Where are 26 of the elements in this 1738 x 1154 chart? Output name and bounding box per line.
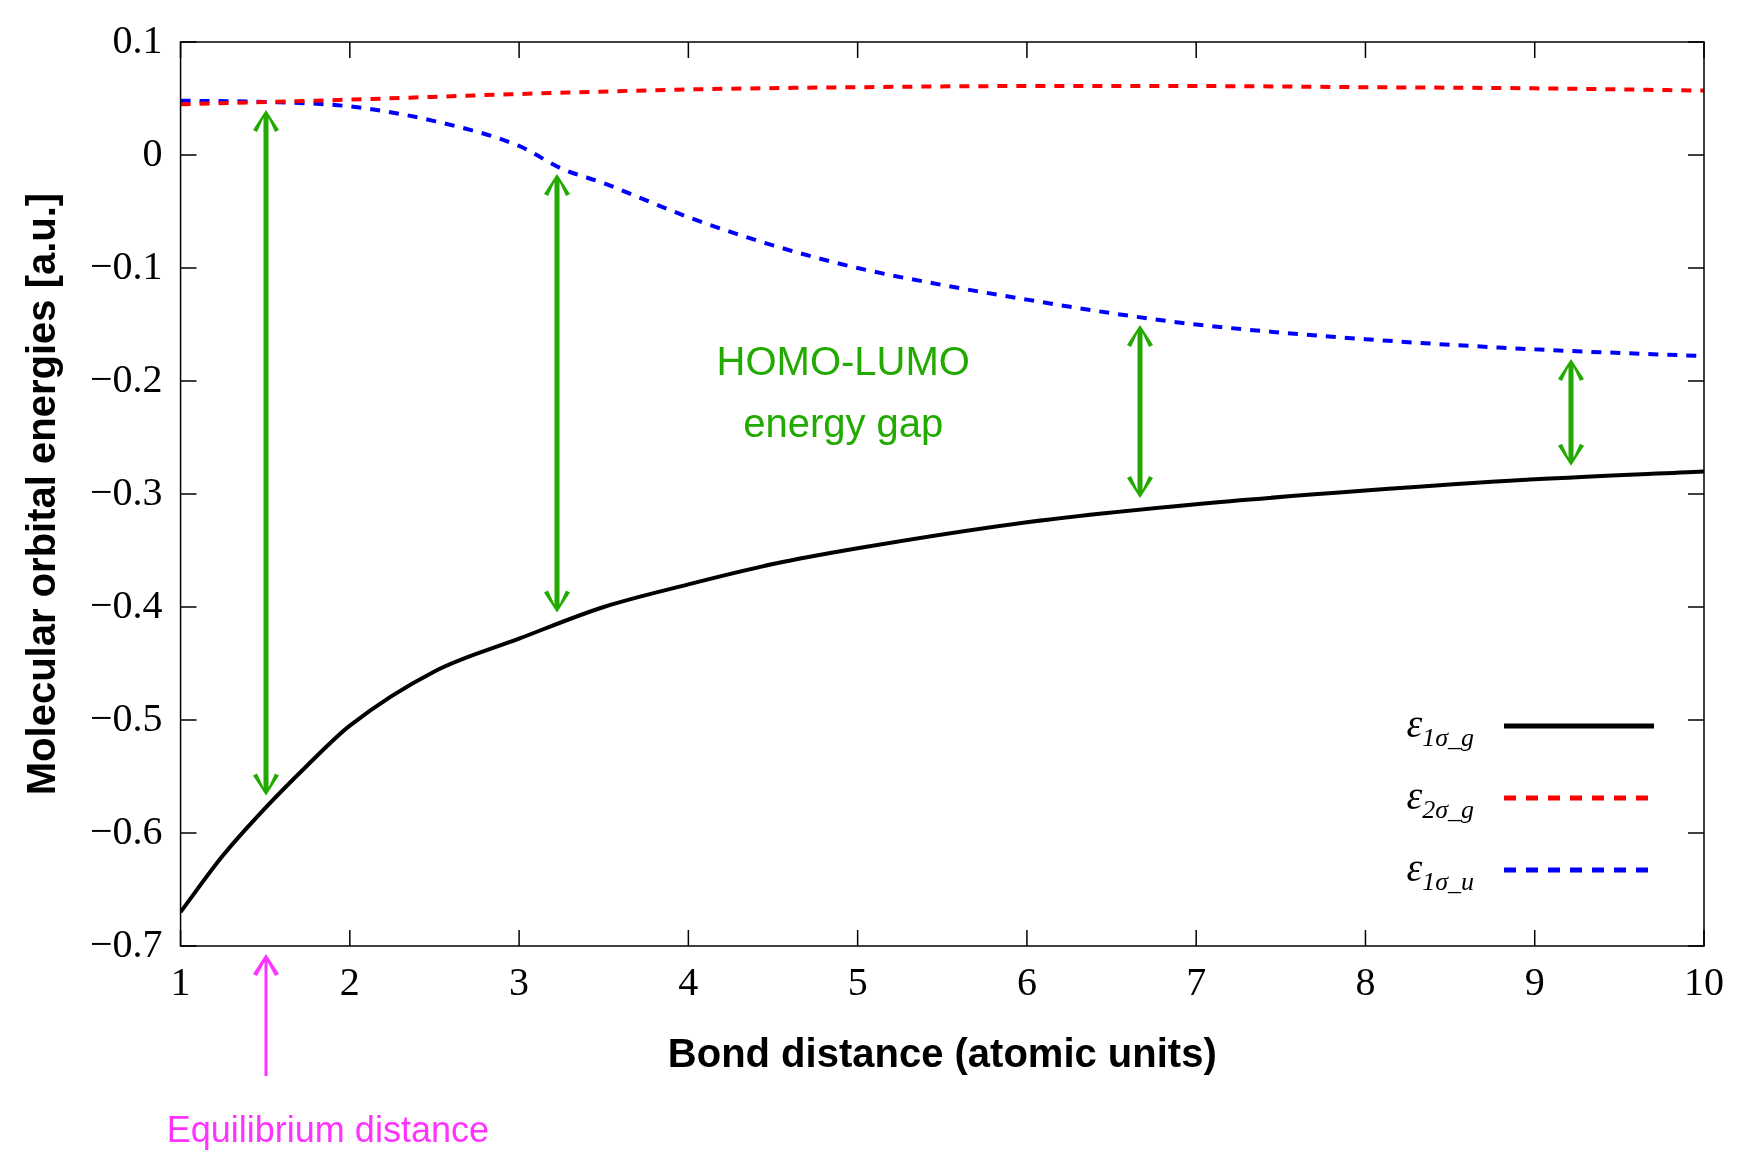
text: Equilibrium distance xyxy=(166,1109,489,1150)
x-tick-label: 8 xyxy=(1355,958,1376,1004)
x-axis-title: Bond distance (atomic units) xyxy=(667,1031,1217,1076)
y-tick-label: −0.5 xyxy=(90,694,163,740)
x-tick-label: 5 xyxy=(847,958,868,1004)
y-tick-label: −0.2 xyxy=(90,355,163,401)
annotation: HOMO-LUMO energy gap xyxy=(716,338,970,445)
y-tick-label: −0.3 xyxy=(90,468,163,514)
y-tick-label: 0.1 xyxy=(112,16,163,62)
legend-label: ε$_{1σ_g}$ xyxy=(1406,699,1474,753)
x-tick-label: 1 xyxy=(170,958,191,1004)
x-tick-label: 2 xyxy=(339,958,360,1004)
x-tick-label: 10 xyxy=(1684,958,1724,1004)
y-tick-label: −0.7 xyxy=(90,920,163,966)
x-tick-label: 7 xyxy=(1186,958,1207,1004)
legend-label: ε$_{1σ_u}$ xyxy=(1406,843,1474,897)
x-tick-label: 9 xyxy=(1524,958,1545,1004)
y-axis-title: Molecular orbital energies [a.u.] xyxy=(19,192,64,796)
x-tick-label: 6 xyxy=(1016,958,1037,1004)
y-tick-label: −0.6 xyxy=(90,807,163,853)
legend-label: ε$_{2σ_g}$ xyxy=(1406,771,1474,825)
x-tick-label: 3 xyxy=(509,958,530,1004)
y-tick-label: −0.4 xyxy=(90,581,163,627)
x-tick-label: 4 xyxy=(678,958,699,1004)
y-tick-label: 0 xyxy=(142,129,163,175)
y-tick-label: −0.1 xyxy=(90,242,163,288)
